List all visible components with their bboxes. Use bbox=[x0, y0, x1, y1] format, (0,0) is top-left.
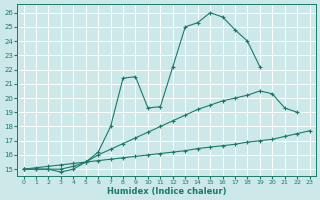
X-axis label: Humidex (Indice chaleur): Humidex (Indice chaleur) bbox=[107, 187, 226, 196]
